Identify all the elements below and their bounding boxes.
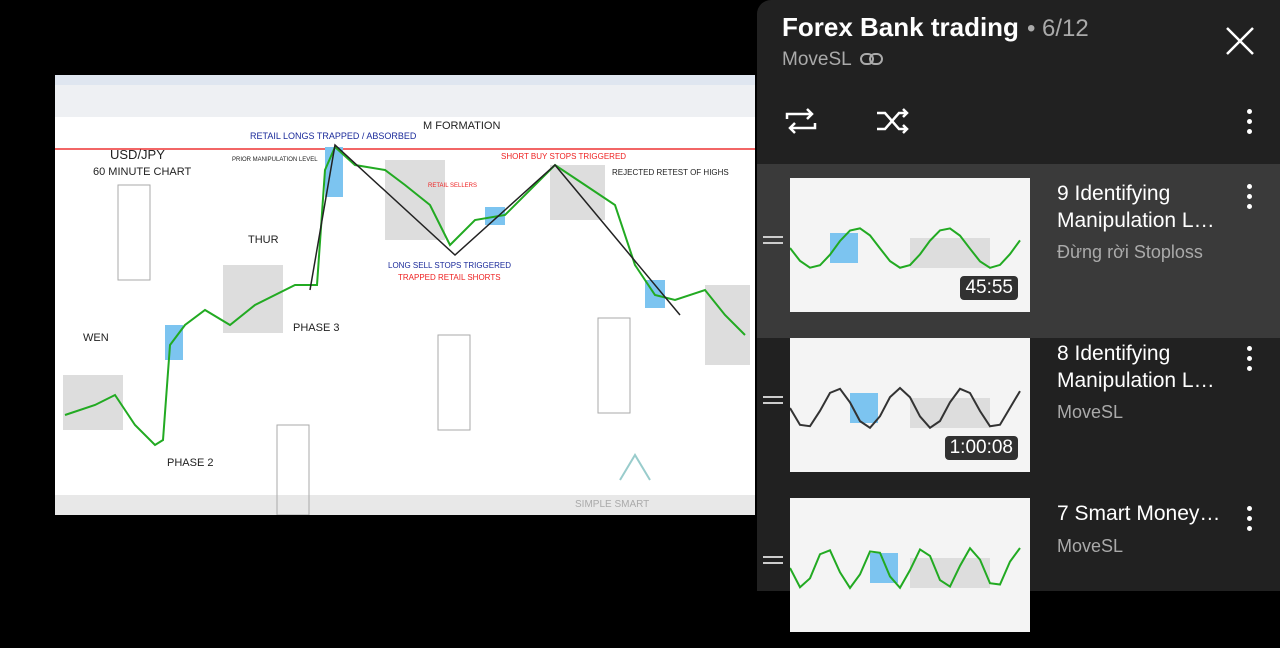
annotation: THUR (248, 234, 279, 246)
playlist-item[interactable]: 1:00:08 8 Identifying Manipulation L… Move… (757, 338, 1280, 488)
item-channel: Đừng rời Stoploss (1057, 242, 1203, 262)
annotation: RETAIL SELLERS (428, 183, 477, 189)
annotation: PRIOR MANIPULATION LEVEL (232, 157, 318, 163)
shuffle-button[interactable] (875, 105, 911, 137)
item-menu[interactable] (1247, 506, 1252, 536)
dot (1247, 356, 1252, 361)
item-channel: MoveSL (1057, 402, 1124, 422)
thumbnail[interactable] (790, 498, 1030, 632)
screen: USD/JPY 60 MINUTE CHART WEN THUR PHASE 2… (55, 0, 1280, 632)
thumbnail[interactable]: 45:55 (790, 178, 1030, 312)
annotation: M FORMATION (423, 120, 500, 132)
playlist-item[interactable]: 7 Smart Money… MoveSL (757, 498, 1280, 648)
item-title[interactable]: 9 Identifying Manipulation L… (1057, 182, 1215, 232)
handle-line (763, 396, 783, 398)
playlist-title[interactable]: Forex Bank trading (782, 12, 1019, 42)
dot (1247, 346, 1252, 351)
dot (1247, 506, 1252, 511)
annotation: WEN (83, 332, 109, 344)
item-title[interactable]: 8 Identifying Manipulation L… (1057, 342, 1215, 392)
duration: 45:55 (960, 276, 1018, 300)
annotation: RETAIL LONGS TRAPPED / ABSORBED (250, 131, 417, 141)
duration: 1:00:08 (944, 436, 1018, 460)
annotation: SHORT BUY STOPS TRIGGERED (501, 152, 626, 161)
drag-handle[interactable] (763, 396, 783, 408)
annotation: REJECTED RETEST OF HIGHS (612, 168, 729, 177)
dot (1247, 366, 1252, 371)
annotation: PHASE 3 (293, 322, 339, 334)
more-button[interactable] (1247, 109, 1252, 139)
thumbnail-image (790, 386, 1021, 430)
handle-line (763, 236, 783, 238)
dot (1247, 184, 1252, 189)
annotation: USD/JPY (110, 147, 165, 162)
annotation: PHASE 2 (167, 457, 213, 469)
dot (1247, 204, 1252, 209)
handle-line (763, 562, 783, 564)
video-frame[interactable]: USD/JPY 60 MINUTE CHART WEN THUR PHASE 2… (55, 75, 755, 515)
link-icon (860, 53, 884, 65)
handle-line (763, 556, 783, 558)
handle-line (763, 402, 783, 404)
item-menu[interactable] (1247, 346, 1252, 376)
playlist-owner[interactable]: MoveSL (782, 49, 884, 71)
playlist-title-row: Forex Bank trading • 6/12 (782, 12, 1089, 43)
annotation: LONG SELL STOPS TRIGGERED (388, 261, 511, 270)
thumbnail[interactable]: 1:00:08 (790, 338, 1030, 472)
loop-button[interactable] (783, 105, 819, 137)
dot (1247, 194, 1252, 199)
thumbnail-image (790, 227, 1021, 269)
watermark: SIMPLE SMART (575, 499, 649, 510)
dot (1247, 526, 1252, 531)
item-channel: MoveSL (1057, 536, 1124, 556)
drag-handle[interactable] (763, 236, 783, 248)
playlist-item[interactable]: 45:55 9 Identifying Manipulation L… Đừng r… (757, 164, 1280, 338)
annotation: 60 MINUTE CHART (93, 166, 191, 178)
handle-line (763, 242, 783, 244)
item-title[interactable]: 7 Smart Money… (1057, 502, 1221, 525)
playlist-panel: Forex Bank trading • 6/12 MoveSL 45:55 9 I… (757, 0, 1280, 632)
close-button[interactable] (1223, 24, 1257, 58)
dot (1247, 516, 1252, 521)
drag-handle[interactable] (763, 556, 783, 568)
thumbnail-image (790, 546, 1021, 590)
annotation: TRAPPED RETAIL SHORTS (398, 273, 501, 282)
owner-name[interactable]: MoveSL (782, 49, 851, 70)
playlist-position: • 6/12 (1026, 15, 1089, 42)
item-menu[interactable] (1247, 184, 1252, 214)
